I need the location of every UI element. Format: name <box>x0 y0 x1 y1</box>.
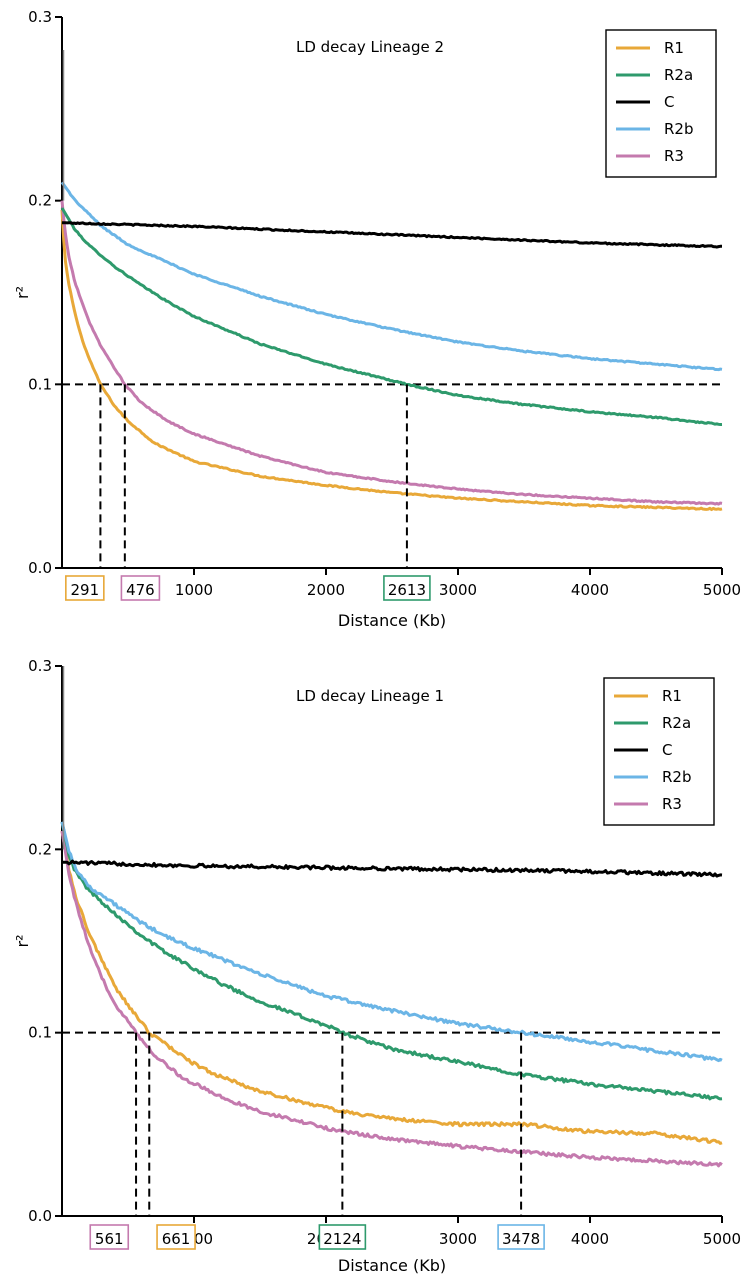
legend-label-r3: R3 <box>662 795 682 813</box>
y-tick-label: 0.1 <box>28 1024 52 1042</box>
marker-label-2613: 2613 <box>388 581 426 599</box>
marker-label-561: 561 <box>95 1230 124 1248</box>
series-line-r1 <box>60 209 723 512</box>
y-axis-label: r² <box>13 286 32 299</box>
x-tick-label: 4000 <box>571 581 609 599</box>
series-line-r2b <box>60 181 723 372</box>
legend-label-c: C <box>662 741 672 759</box>
marker-box-2613 <box>383 575 431 601</box>
x-tick-label: 4000 <box>571 1230 609 1248</box>
y-tick-label: 0.2 <box>28 840 52 858</box>
marker-box-291 <box>65 575 105 601</box>
legend: R1 R2a C R2b R3 <box>603 677 715 826</box>
x-tick-label: 5000 <box>703 581 741 599</box>
x-tick-label: 3000 <box>439 1230 477 1248</box>
y-tick-label: 0.0 <box>28 559 52 577</box>
y-tick-label: 0.0 <box>28 1207 52 1225</box>
legend-label-r3: R3 <box>664 147 684 165</box>
chart-panel-1: 0.0 0.1 0.2 0.3 1000 2000 3000 4000 5000 Distance… <box>13 8 741 630</box>
chart-title: LD decay Lineage 2 <box>296 38 444 56</box>
legend-label-r2a: R2a <box>662 714 691 732</box>
y-tick-label: 0.3 <box>28 657 52 675</box>
series-line-c <box>61 221 723 249</box>
series-line-r2a <box>60 207 723 427</box>
marker-label-661: 661 <box>162 1230 191 1248</box>
series-line-r3 <box>60 200 723 506</box>
series-line-r3 <box>60 830 723 1168</box>
series-line-r1 <box>60 830 723 1145</box>
legend-label-r2b: R2b <box>664 120 694 138</box>
chart-title: LD decay Lineage 1 <box>296 687 444 705</box>
x-tick-label: 1000 <box>175 581 213 599</box>
series-line-c <box>61 859 723 878</box>
marker-box-561 <box>89 1224 130 1250</box>
legend-label-r1: R1 <box>664 39 684 57</box>
chart-panel-2: 0.00.10.20.310002000300040005000Distance… <box>13 657 741 1275</box>
y-axis-label: r² <box>13 935 32 948</box>
y-tick-label: 0.3 <box>28 8 52 26</box>
legend-label-r1: R1 <box>662 687 682 705</box>
x-tick-label: 5000 <box>703 1230 741 1248</box>
marker-label-3478: 3478 <box>502 1230 540 1248</box>
marker-box-2124 <box>318 1224 367 1250</box>
x-tick-label: 3000 <box>439 581 477 599</box>
y-tick-label: 0.1 <box>28 375 52 393</box>
marker-label-2124: 2124 <box>323 1230 361 1248</box>
legend-label-c: C <box>664 93 674 111</box>
x-axis-label: Distance (Kb) <box>338 1256 446 1275</box>
legend-label-r2b: R2b <box>662 768 692 786</box>
marker-label-291: 291 <box>71 581 100 599</box>
y-tick-label: 0.2 <box>28 192 52 210</box>
marker-box-661 <box>156 1224 196 1250</box>
legend-label-r2a: R2a <box>664 66 693 84</box>
series-line-r2b <box>60 821 723 1063</box>
x-tick-label: 2000 <box>307 581 345 599</box>
x-axis-label: Distance (Kb) <box>338 611 446 630</box>
marker-label-476: 476 <box>126 581 155 599</box>
marker-box-3478 <box>497 1224 545 1250</box>
series-line-r2a <box>60 821 723 1101</box>
marker-box-476 <box>120 575 161 601</box>
legend: R1 R2a C R2b R3 <box>605 29 717 178</box>
